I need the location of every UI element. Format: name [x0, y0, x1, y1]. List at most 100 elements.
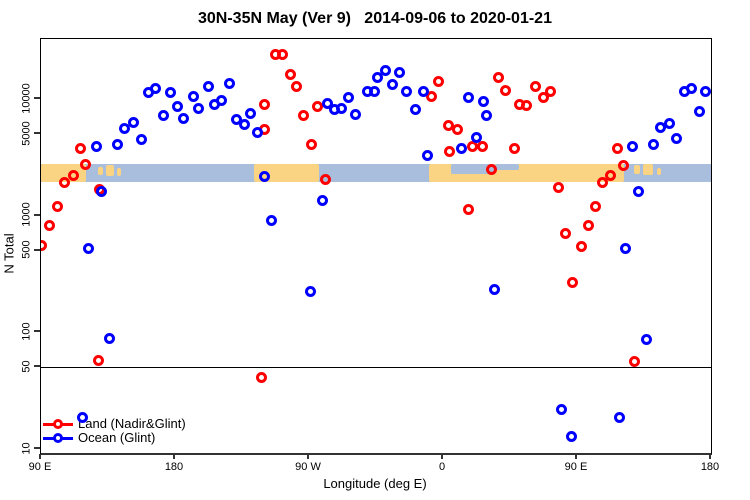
- data-point-ocean: [371, 71, 383, 83]
- data-point-ocean: [481, 110, 493, 122]
- data-point-land: [500, 84, 512, 96]
- open-circle-icon: [53, 419, 63, 429]
- data-point-ocean: [349, 108, 361, 120]
- y-axis-tick: [34, 365, 40, 368]
- x-axis-tick-label: 0: [438, 461, 446, 473]
- x-axis-tick: [39, 454, 41, 459]
- data-point-ocean: [127, 117, 139, 129]
- data-point-ocean: [150, 82, 162, 94]
- data-point-land: [433, 76, 445, 88]
- data-point-land: [290, 81, 302, 93]
- data-point-ocean: [259, 171, 271, 183]
- data-point-ocean: [664, 118, 676, 130]
- y-axis-tick: [34, 213, 40, 216]
- y-axis-tick-label: 500: [20, 240, 33, 259]
- data-point-land: [320, 173, 332, 185]
- x-axis-tick: [173, 454, 175, 459]
- legend-label-land: Land (Nadir&Glint): [78, 416, 186, 431]
- data-point-ocean: [566, 431, 578, 443]
- data-point-ocean: [462, 91, 474, 103]
- x-axis-tick-label: 180: [164, 461, 184, 473]
- data-point-land: [553, 181, 565, 193]
- y-axis-tick: [34, 447, 40, 449]
- y-axis-tick: [34, 97, 40, 99]
- data-point-land: [306, 139, 318, 151]
- world-map-band: [41, 164, 711, 182]
- data-point-land: [41, 240, 47, 252]
- data-point-land: [92, 355, 104, 367]
- y-axis-tick: [34, 132, 40, 135]
- data-point-land: [544, 86, 556, 98]
- y-axis-title: N Total: [1, 233, 17, 274]
- data-point-ocean: [305, 286, 317, 298]
- data-point-ocean: [670, 132, 682, 144]
- data-point-ocean: [478, 95, 490, 107]
- x-axis-tick: [709, 454, 711, 459]
- data-point-ocean: [620, 243, 632, 255]
- data-point-ocean: [641, 334, 653, 346]
- chart-title: 30N-35N May (Ver 9) 2014-09-06 to 2020-0…: [198, 10, 552, 27]
- data-point-ocean: [178, 113, 190, 125]
- data-point-land: [462, 203, 474, 215]
- data-point-ocean: [694, 106, 706, 118]
- data-point-ocean: [410, 104, 422, 116]
- land-segment: [643, 164, 653, 175]
- y-axis-tick-label: 100: [20, 322, 33, 341]
- data-point-ocean: [165, 87, 177, 99]
- data-point-land: [59, 177, 71, 189]
- data-point-land: [426, 90, 438, 102]
- y-axis-tick-label: 10: [20, 441, 33, 455]
- data-point-land: [256, 372, 268, 383]
- x-axis-tick-label: 90 E: [564, 461, 588, 473]
- land-segment: [253, 164, 319, 182]
- data-point-land: [298, 110, 310, 122]
- data-point-land: [259, 99, 271, 111]
- data-point-ocean: [158, 109, 170, 121]
- ocean-segment: [495, 164, 519, 171]
- data-point-ocean: [187, 90, 199, 102]
- data-point-ocean: [700, 86, 711, 98]
- land-segment: [116, 168, 122, 176]
- data-point-land: [52, 200, 64, 212]
- x-axis-tick-label: 90 E: [28, 461, 52, 473]
- x-axis-tick-label: 90 W: [295, 461, 321, 473]
- data-point-land: [628, 356, 640, 368]
- x-axis-tick: [575, 454, 577, 459]
- data-point-ocean: [627, 141, 639, 153]
- data-point-ocean: [394, 66, 406, 78]
- legend-item-ocean: Ocean (Glint): [43, 431, 186, 445]
- open-circle-icon: [53, 433, 63, 443]
- data-point-ocean: [223, 77, 235, 89]
- legend-item-land: Land (Nadir&Glint): [43, 417, 186, 431]
- data-point-land: [538, 92, 550, 104]
- data-point-land: [597, 177, 609, 189]
- data-point-ocean: [202, 80, 214, 92]
- data-point-land: [617, 160, 629, 172]
- data-point-ocean: [239, 119, 251, 131]
- legend-label-ocean: Ocean (Glint): [78, 430, 156, 445]
- ocean-segment: [451, 164, 496, 174]
- data-point-land: [493, 71, 505, 83]
- y-axis-tick-label: 1000: [20, 202, 33, 227]
- data-point-ocean: [112, 139, 124, 151]
- data-point-land: [521, 100, 533, 112]
- y-axis-tick-label: 50: [20, 360, 33, 373]
- data-point-ocean: [104, 332, 116, 344]
- data-point-ocean: [193, 102, 205, 114]
- data-point-ocean: [556, 403, 568, 415]
- data-point-ocean: [215, 94, 227, 106]
- data-point-ocean: [471, 131, 483, 143]
- data-point-land: [605, 169, 617, 181]
- data-point-ocean: [266, 215, 278, 227]
- data-point-land: [486, 163, 498, 175]
- data-point-ocean: [336, 103, 348, 115]
- data-point-ocean: [317, 194, 329, 206]
- legend: Land (Nadir&Glint) Ocean (Glint): [43, 417, 186, 445]
- data-point-land: [74, 143, 86, 155]
- data-point-land: [529, 81, 541, 93]
- data-point-ocean: [95, 186, 107, 198]
- data-point-ocean: [614, 412, 626, 424]
- data-point-ocean: [401, 86, 413, 98]
- data-point-land: [444, 145, 456, 157]
- data-point-land: [80, 159, 92, 171]
